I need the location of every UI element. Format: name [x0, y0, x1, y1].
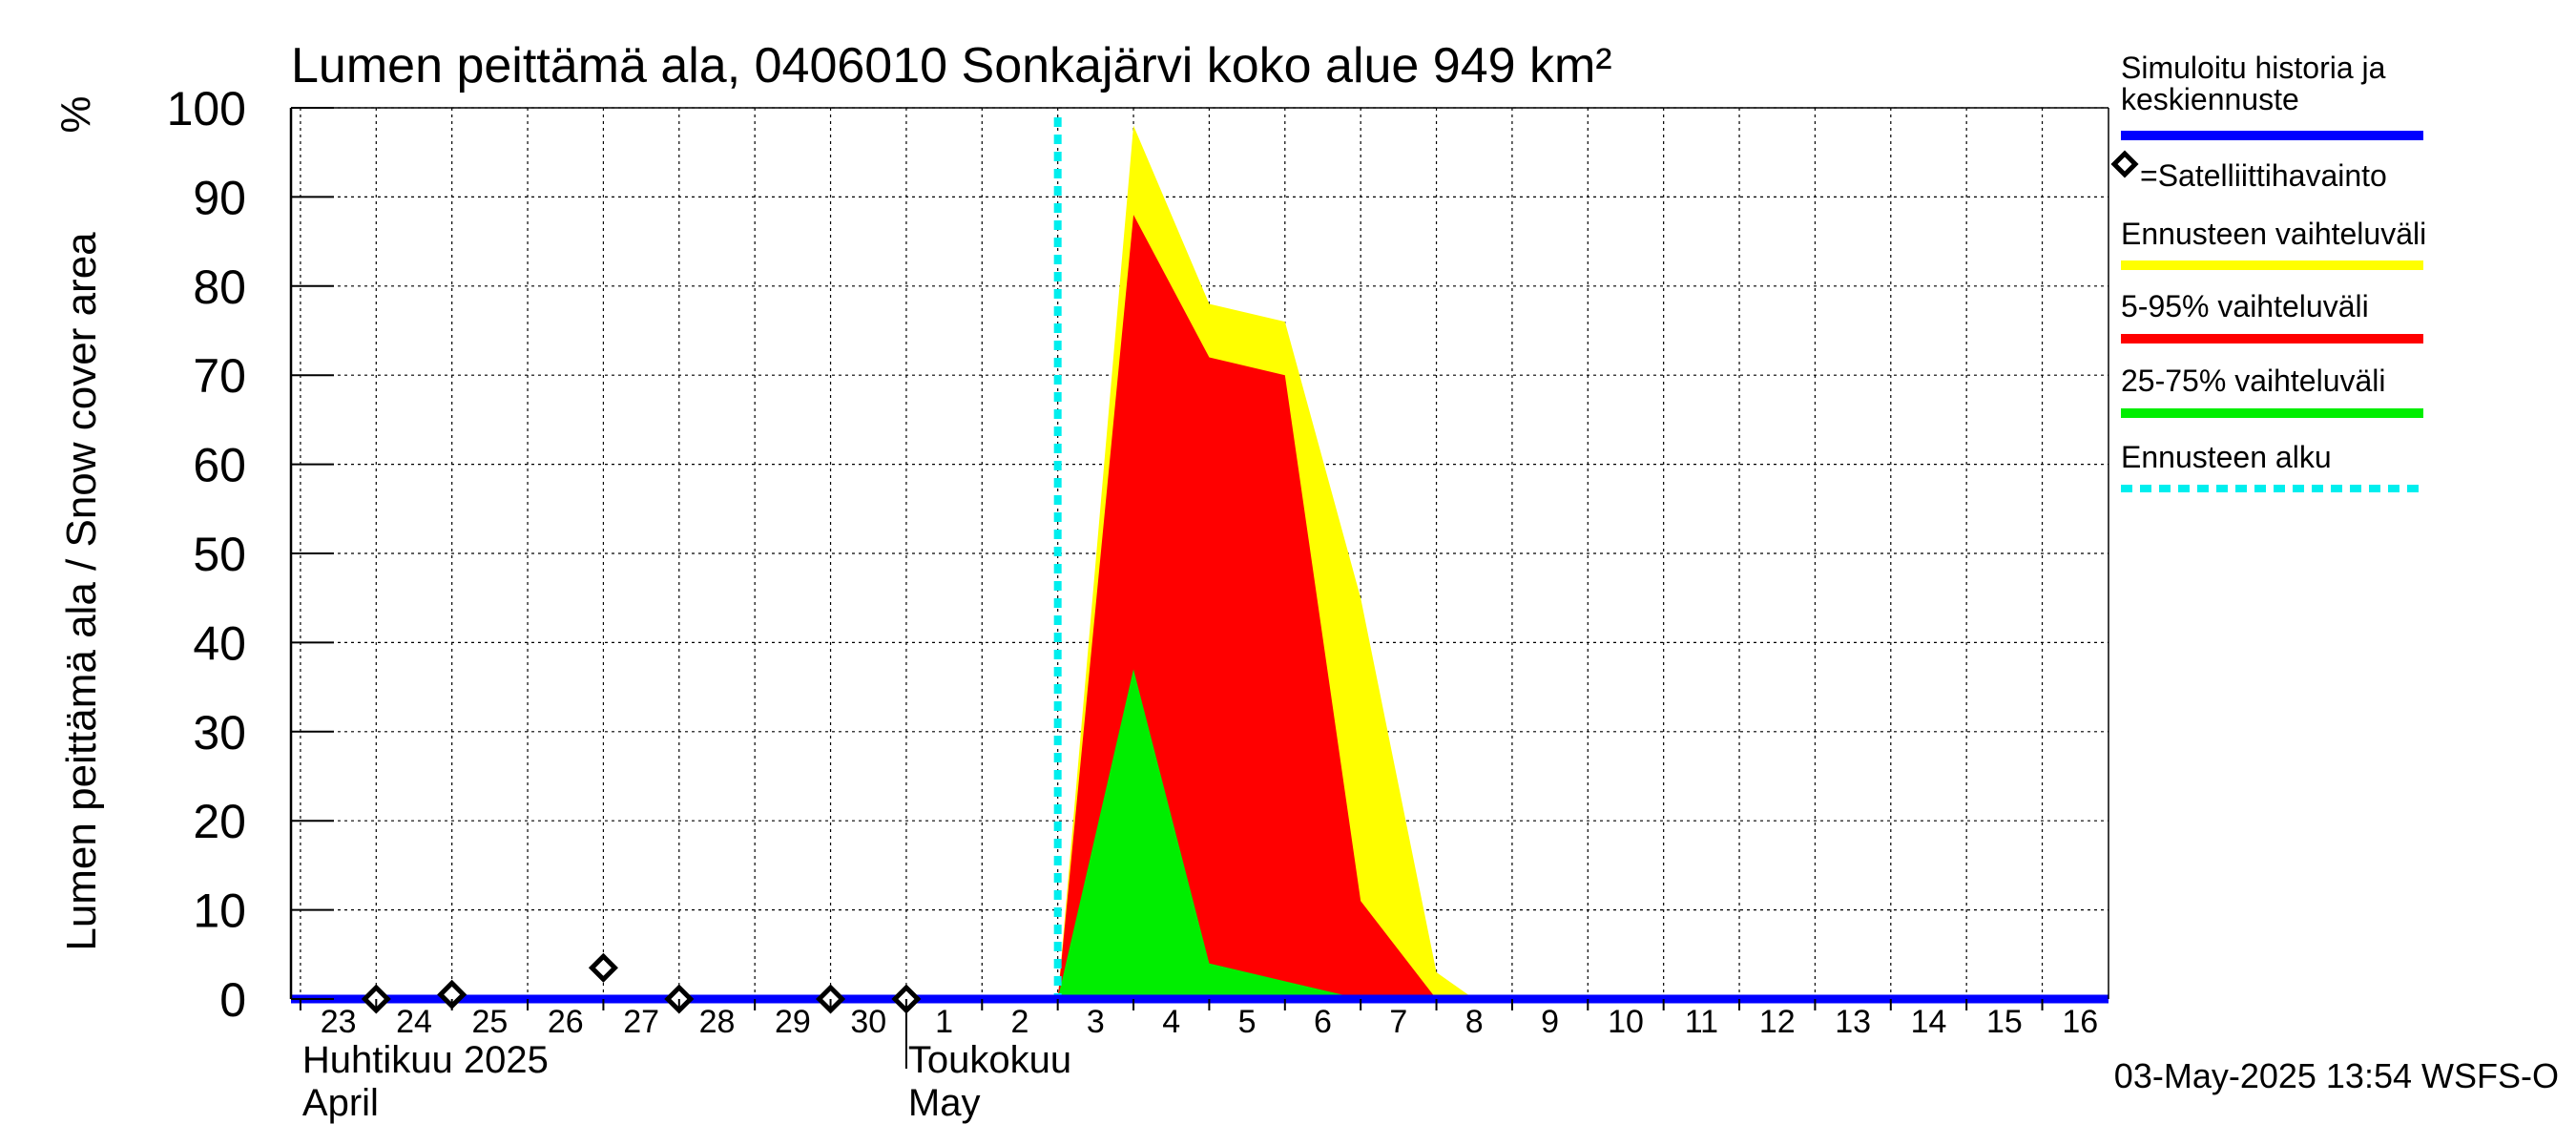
x-tick-label: 12 [1759, 1004, 1796, 1040]
chart-title: Lumen peittämä ala, 0406010 Sonkajärvi k… [291, 38, 1612, 94]
x-tick-label: 7 [1389, 1004, 1407, 1040]
x-tick-label: 14 [1911, 1004, 1947, 1040]
x-tick-label: 3 [1087, 1004, 1105, 1040]
y-tick-label: 20 [193, 795, 246, 848]
legend-label: Simuloitu historia ja [2121, 51, 2386, 85]
x-tick-label: 10 [1608, 1004, 1644, 1040]
y-tick-label: 70 [193, 349, 246, 403]
legend-label: 5-95% vaihteluväli [2121, 289, 2369, 323]
y-tick-label: 50 [193, 528, 246, 581]
x-tick-label: 26 [548, 1004, 584, 1040]
x-tick-label: 30 [850, 1004, 886, 1040]
y-axis-label: Lumen peittämä ala / Snow cover area [58, 232, 105, 951]
y-tick-label: 0 [219, 973, 246, 1027]
legend-label: Ennusteen alku [2121, 440, 2332, 474]
x-tick-label: 11 [1685, 1004, 1718, 1040]
series-lines [291, 117, 2109, 1004]
x-tick-label: 13 [1835, 1004, 1871, 1040]
x-tick-label: 4 [1162, 1004, 1180, 1040]
x-tick-label: 25 [471, 1004, 508, 1040]
x-tick-label: 29 [775, 1004, 811, 1040]
x-tick-label: 1 [935, 1004, 953, 1040]
series-areas [1057, 125, 1475, 999]
observation-marker [588, 952, 618, 983]
y-tick-label: 60 [193, 439, 246, 492]
month-label: Toukokuu [908, 1039, 1071, 1081]
month-label-en: April [302, 1082, 379, 1124]
x-tick-label: 27 [623, 1004, 659, 1040]
x-tick-label: 6 [1314, 1004, 1332, 1040]
y-tick-label: 100 [167, 82, 246, 135]
legend-label: keskiennuste [2121, 82, 2299, 116]
x-tick-label: 8 [1465, 1004, 1484, 1040]
y-tick-label: 10 [193, 885, 246, 938]
x-tick-label: 2 [1011, 1004, 1029, 1040]
x-tick-label: 16 [2062, 1004, 2098, 1040]
x-tick-label: 5 [1238, 1004, 1257, 1040]
legend-label: Ennusteen vaihteluväli [2121, 217, 2426, 251]
x-tick-label: 23 [321, 1004, 357, 1040]
x-tick-label: 15 [1986, 1004, 2023, 1040]
x-tick-label: 28 [699, 1004, 736, 1040]
month-label-en: May [908, 1082, 981, 1124]
area-25-75-vaihteluv-li [1057, 669, 1361, 999]
footer-timestamp: 03-May-2025 13:54 WSFS-O [2114, 1056, 2559, 1095]
x-tick-label: 24 [396, 1004, 432, 1040]
y-tick-label: 40 [193, 616, 246, 670]
month-label: Huhtikuu 2025 [302, 1039, 549, 1081]
legend-label: =Satelliittihavainto [2140, 158, 2387, 193]
x-tick-label: 9 [1541, 1004, 1559, 1040]
y-tick-label: 90 [193, 171, 246, 224]
legend-label: 25-75% vaihteluväli [2121, 364, 2386, 398]
y-tick-label: 30 [193, 706, 246, 760]
legend-marker [2110, 150, 2139, 178]
y-axis-unit: % [52, 95, 99, 133]
y-tick-label: 80 [193, 260, 246, 314]
